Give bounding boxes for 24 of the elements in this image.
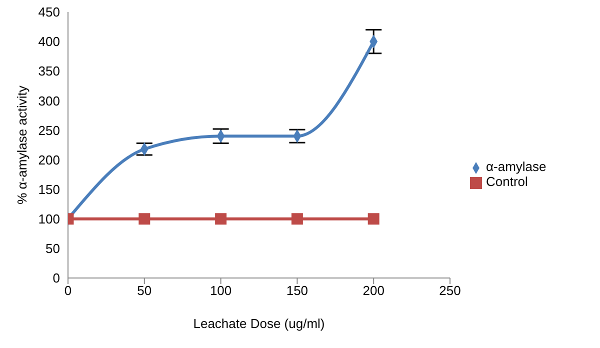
legend-label: α-amylase: [486, 159, 546, 174]
y-tick-label: 250: [38, 122, 60, 138]
y-tick-label: 0: [52, 270, 60, 286]
y-tick-label: 450: [38, 4, 60, 20]
point: [368, 213, 380, 225]
x-tick-label: 250: [439, 283, 461, 298]
y-tick-label: 150: [38, 182, 60, 197]
x-tick-label: 0: [64, 283, 72, 298]
x-tick-label: 150: [286, 283, 308, 298]
y-tick-label: 100: [38, 212, 60, 227]
y-axis-title: % α-amylase activity: [14, 85, 30, 204]
point: [215, 213, 227, 225]
legend-label: Control: [486, 174, 528, 189]
x-tick-label: 50: [137, 283, 152, 298]
y-tick-label: 350: [38, 64, 60, 79]
y-tick-label: 300: [38, 93, 60, 108]
y-tick-label: 50: [46, 241, 60, 256]
x-tick-label: 100: [210, 283, 232, 298]
point: [291, 213, 303, 225]
point: [138, 213, 150, 225]
y-tick-label: 200: [38, 152, 60, 168]
x-tick-label: 200: [362, 283, 384, 298]
y-tick-label: 400: [38, 34, 60, 50]
x-axis-title: Leachate Dose (ug/ml): [193, 316, 325, 331]
